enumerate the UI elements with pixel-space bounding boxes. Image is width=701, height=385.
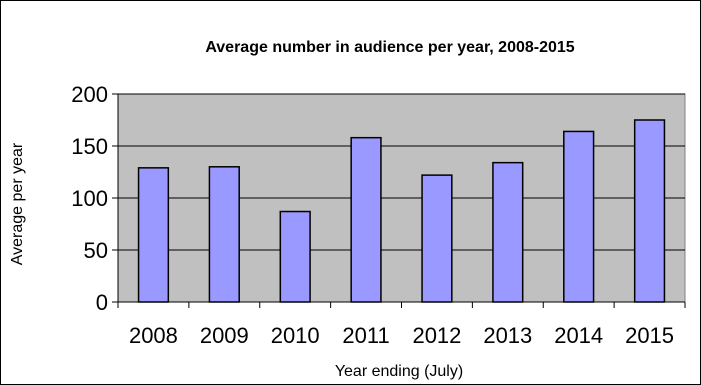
bar-2010 [279, 210, 311, 303]
y-tick-label: 50 [84, 238, 108, 263]
bar-2013 [492, 161, 524, 303]
x-tick-label: 2013 [483, 323, 532, 348]
bar-2014 [563, 130, 595, 303]
x-tick-label: 2011 [342, 323, 389, 348]
x-tick-label: 2008 [129, 323, 178, 348]
x-tick-label: 2012 [412, 323, 461, 348]
y-tick-label: 150 [71, 134, 108, 159]
x-tick-label: 2015 [625, 323, 674, 348]
bar-2015 [633, 119, 666, 303]
y-tick-label: 100 [71, 186, 108, 211]
x-tick-label: 2009 [200, 323, 249, 348]
bar-2012 [421, 174, 453, 303]
bar-2009 [208, 166, 240, 303]
bar-2011 [350, 136, 382, 303]
bar-2008 [137, 167, 170, 303]
x-tick-label: 2010 [271, 323, 320, 348]
y-axis-label: Average per year [9, 142, 26, 265]
x-tick-label: 2014 [554, 323, 603, 348]
bars-group [137, 119, 666, 303]
chart-title: Average number in audience per year, 200… [205, 39, 574, 56]
y-axis-ticks: 0 50 100 150 200 [71, 82, 118, 315]
y-tick-label: 0 [96, 290, 108, 315]
x-axis-ticks: 2008 2009 2010 2011 2012 2013 2014 2015 [117, 302, 686, 348]
y-tick-label: 200 [71, 82, 108, 107]
x-axis-label: Year ending (July) [335, 363, 463, 380]
